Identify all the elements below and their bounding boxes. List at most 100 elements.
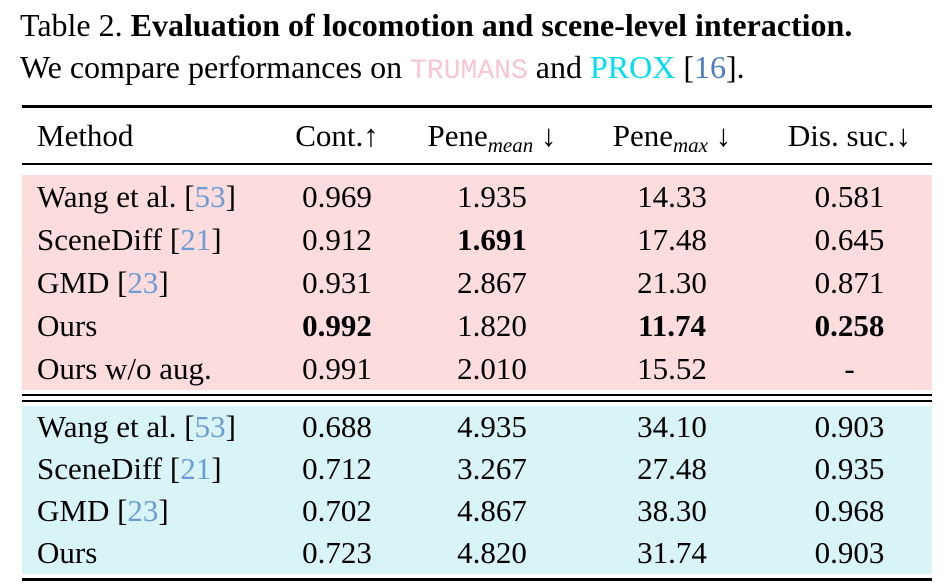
table-row: Ours 0.723 4.820 31.74 0.903 [22, 532, 932, 574]
method-name: Ours [37, 307, 98, 343]
value-dis-suc: 0.903 [814, 535, 885, 570]
value-cont: 0.912 [302, 221, 372, 257]
table-row: SceneDiff [21] 0.912 1.691 17.48 0.645 [22, 218, 932, 261]
table-row: Ours 0.992 1.820 11.74 0.258 [22, 304, 932, 347]
value-cont: 0.702 [302, 493, 372, 528]
value-cont: 0.931 [302, 264, 372, 300]
value-pene-mean: 3.267 [457, 451, 527, 486]
cite-bracket: [ [117, 493, 128, 528]
citation-link[interactable]: 16 [693, 49, 726, 85]
caption-text: and [527, 49, 590, 85]
header-pene-mean: Penemean ↓ [407, 117, 577, 157]
citation-link[interactable]: 21 [180, 221, 212, 257]
spacer [22, 165, 932, 175]
value-pene-mean: 1.935 [457, 178, 527, 214]
value-pene-max: 11.74 [637, 307, 707, 343]
value-pene-mean: 1.691 [457, 221, 527, 257]
table-double-rule-top [22, 394, 932, 396]
value-cont: 0.992 [302, 307, 372, 343]
method-name: SceneDiff [37, 451, 170, 486]
table-row: Ours w/o aug. 0.991 2.010 15.52 - [22, 347, 932, 390]
header-label: Cont. [295, 117, 364, 153]
header-pene-max: Penemax ↓ [577, 117, 767, 156]
value-cont: 0.688 [302, 409, 372, 444]
value-pene-max: 27.48 [637, 451, 707, 486]
value-pene-max: 17.48 [637, 221, 707, 257]
method-cell: Ours [22, 535, 267, 571]
cite-bracket: ] [158, 493, 169, 528]
value-dis-suc: 0.935 [814, 451, 885, 486]
method-cell: GMD [23] [22, 265, 267, 301]
table-caption: Table 2. Evaluation of locomotion and sc… [0, 0, 948, 93]
cite-bracket: ]. [725, 49, 745, 85]
citation-link[interactable]: 53 [194, 178, 226, 214]
down-arrow-icon: ↓ [708, 117, 732, 153]
header-label: Pene [612, 117, 673, 153]
table-bottomrule [22, 578, 932, 581]
table-row: GMD [23] 0.702 4.867 38.30 0.968 [22, 490, 932, 532]
caption-line2: We compare performances on TRUMANS and P… [20, 46, 948, 93]
citation-link[interactable]: 23 [127, 493, 159, 528]
table-row: SceneDiff [21] 0.712 3.267 27.48 0.935 [22, 448, 932, 490]
table-header-row: Method Cont.↑ Penemean ↓ Penemax ↓ Dis. … [22, 108, 932, 163]
value-pene-mean: 4.820 [457, 535, 527, 570]
value-cont: 0.712 [302, 451, 372, 486]
dataset-name-trumans: TRUMANS [410, 56, 528, 87]
header-subscript: mean [487, 132, 534, 157]
cite-bracket: [ [169, 221, 181, 257]
method-cell: Ours w/o aug. [22, 351, 267, 387]
value-dis-suc: 0.871 [814, 264, 885, 300]
cite-bracket: [ [675, 49, 694, 85]
header-dis-suc: Dis. suc.↓ [767, 118, 932, 154]
value-cont: 0.723 [302, 535, 372, 570]
value-pene-max: 38.30 [637, 493, 707, 528]
cite-bracket: [ [169, 451, 181, 486]
group-prox: Wang et al. [53] 0.688 4.935 34.10 0.903… [22, 406, 932, 574]
citation-link[interactable]: 21 [180, 451, 212, 486]
value-cont: 0.991 [302, 350, 372, 386]
table-midrule [22, 163, 932, 165]
cite-bracket: [ [184, 409, 195, 444]
value-dis-suc: 0.581 [814, 178, 885, 214]
method-name: Wang et al. [37, 409, 185, 444]
cite-bracket: [ [117, 264, 128, 300]
down-arrow-icon: ↓ [533, 117, 557, 153]
down-arrow-icon: ↓ [895, 117, 912, 153]
method-name: Ours [37, 535, 98, 570]
value-dis-suc: 0.645 [814, 221, 885, 257]
cite-bracket: ] [211, 221, 222, 257]
caption-table-number: Table 2. [20, 7, 131, 43]
value-pene-mean: 4.935 [457, 409, 527, 444]
value-dis-suc: 0.903 [814, 409, 885, 444]
method-name: GMD [37, 264, 118, 300]
results-table: Method Cont.↑ Penemean ↓ Penemax ↓ Dis. … [22, 105, 932, 581]
header-label: Method [37, 117, 134, 153]
table-row: Wang et al. [53] 0.688 4.935 34.10 0.903 [22, 406, 932, 448]
header-method: Method [22, 118, 267, 154]
caption-text: We compare performances on [20, 49, 411, 85]
header-label: Dis. suc. [787, 117, 896, 153]
citation-link[interactable]: 23 [127, 264, 159, 300]
value-pene-max: 31.74 [637, 535, 707, 570]
method-name: GMD [37, 493, 118, 528]
dataset-name-prox: PROX [589, 49, 676, 85]
cite-bracket: [ [184, 178, 195, 214]
method-cell: SceneDiff [21] [22, 222, 267, 258]
table-row: GMD [23] 0.931 2.867 21.30 0.871 [22, 261, 932, 304]
method-cell: SceneDiff [21] [22, 451, 267, 487]
method-name: Wang et al. [37, 178, 185, 214]
method-name: SceneDiff [37, 221, 170, 257]
caption-title: Evaluation of locomotion and scene-level… [130, 7, 853, 43]
citation-link[interactable]: 53 [194, 409, 226, 444]
cite-bracket: ] [211, 451, 222, 486]
value-pene-mean: 4.867 [457, 493, 527, 528]
method-cell: Ours [22, 308, 267, 344]
up-arrow-icon: ↑ [363, 117, 379, 153]
value-pene-mean: 2.867 [457, 264, 527, 300]
method-name: Ours w/o aug. [37, 350, 212, 386]
value-dis-suc: 0.968 [814, 493, 885, 528]
table-row: Wang et al. [53] 0.969 1.935 14.33 0.581 [22, 175, 932, 218]
method-cell: Wang et al. [53] [22, 409, 267, 445]
header-label: Pene [427, 117, 488, 153]
